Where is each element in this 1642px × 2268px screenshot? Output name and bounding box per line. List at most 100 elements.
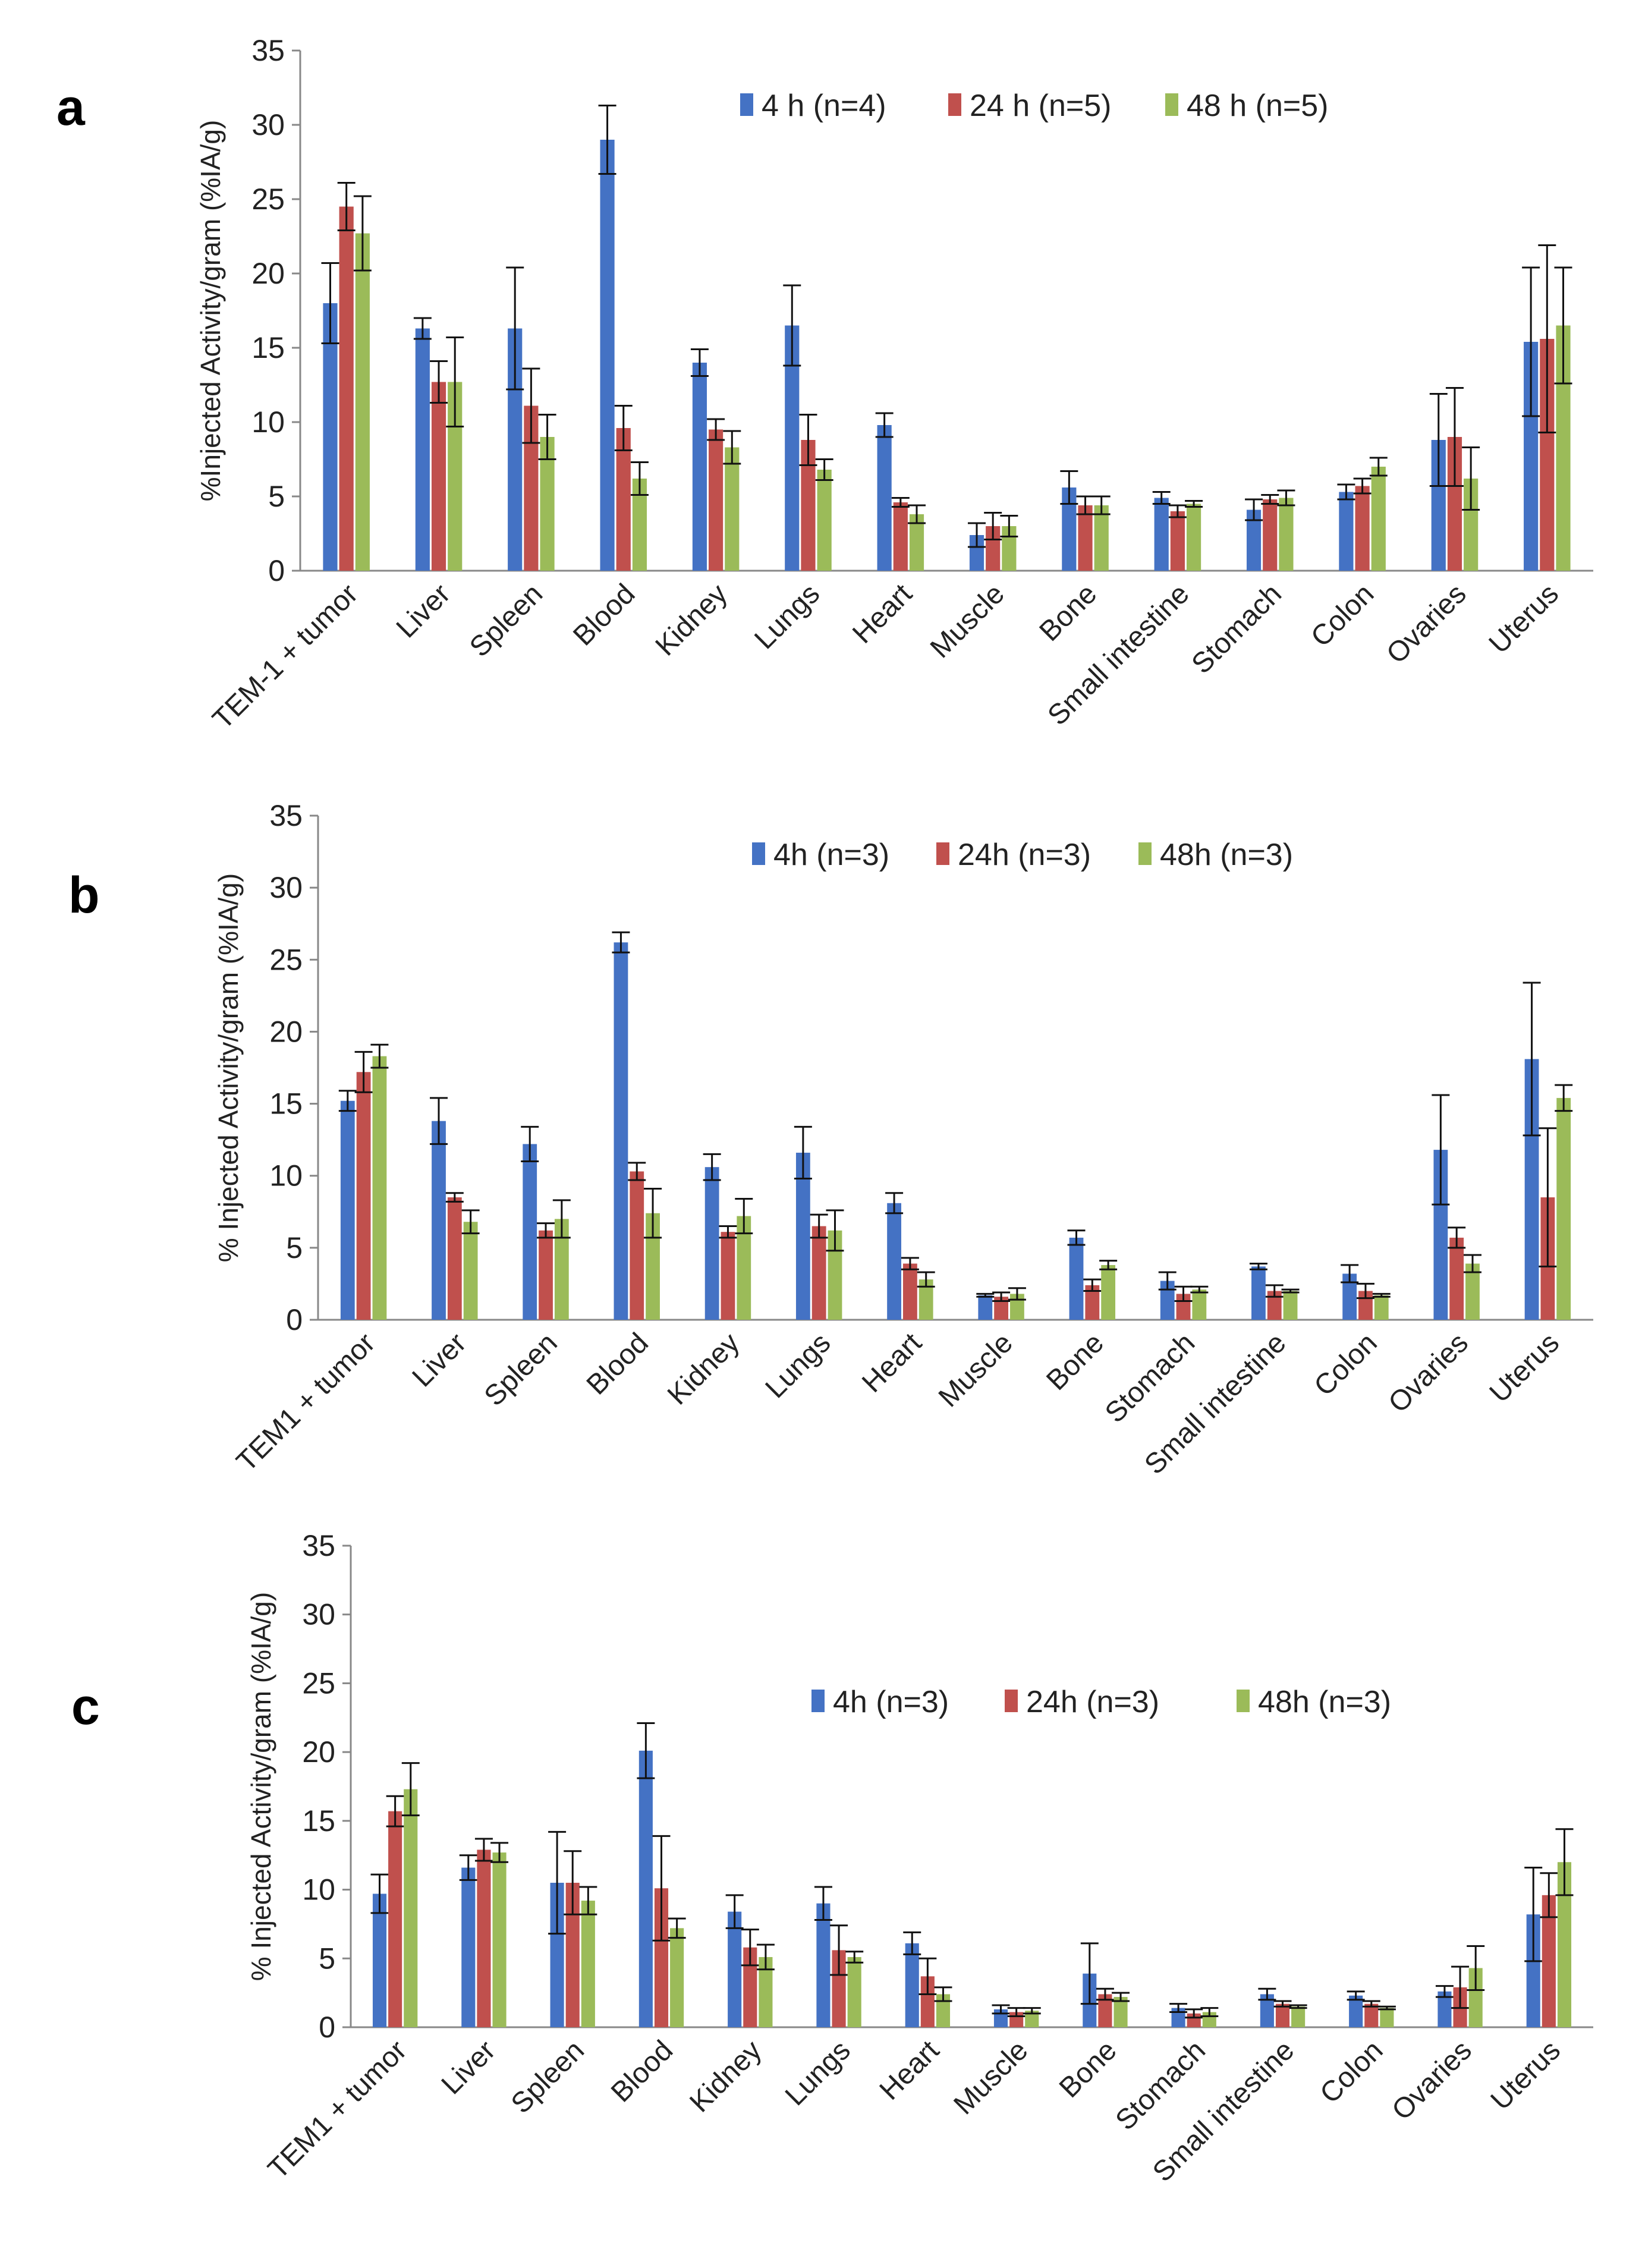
bar xyxy=(1094,505,1109,571)
x-tick-label: Uterus xyxy=(1484,1327,1565,1408)
legend-label: 24 h (n=5) xyxy=(970,89,1112,123)
bar xyxy=(1374,1295,1389,1320)
x-tick-label: Muscle xyxy=(924,578,1011,664)
panel-letter-c: c xyxy=(71,1678,100,1735)
legend-swatch xyxy=(752,842,765,865)
bar xyxy=(1433,1150,1448,1320)
y-tick-label: 30 xyxy=(302,1598,335,1631)
x-tick-label: Lungs xyxy=(748,578,826,655)
bar xyxy=(704,1167,719,1320)
legend-swatch xyxy=(740,93,753,116)
x-tick-label: TEM-1 + tumor xyxy=(207,578,364,735)
panel-letter-a: a xyxy=(56,79,86,136)
legend-swatch xyxy=(811,1690,825,1712)
bar xyxy=(356,1072,371,1320)
x-tick-label: Lungs xyxy=(760,1327,837,1404)
legend-swatch xyxy=(936,842,949,865)
y-tick-label: 20 xyxy=(269,1015,303,1048)
bar xyxy=(616,428,631,571)
x-tick-label: Kidney xyxy=(650,578,734,662)
bar xyxy=(1154,498,1169,571)
y-tick-label: 35 xyxy=(251,34,285,67)
bar xyxy=(1170,511,1185,571)
bar xyxy=(893,502,908,571)
y-tick-label: 20 xyxy=(302,1735,335,1769)
bar xyxy=(1113,1997,1128,2027)
y-tick-label: 0 xyxy=(268,554,285,587)
y-tick-label: 25 xyxy=(302,1666,335,1700)
x-tick-label: Ovaries xyxy=(1386,2034,1477,2126)
bar xyxy=(936,1994,951,2027)
legend-swatch xyxy=(1237,1690,1250,1712)
x-tick-label: Liver xyxy=(436,2034,502,2100)
x-tick-label: Spleen xyxy=(464,578,549,663)
bar xyxy=(670,1928,684,2027)
chart-panel-c: c 0 5 10 15 20 25 30 35 % Injected Activity/gram … xyxy=(71,1529,1593,2188)
bar xyxy=(523,1144,537,1320)
bar xyxy=(1251,1266,1266,1320)
bar xyxy=(1275,2003,1290,2027)
bar xyxy=(654,1888,669,2027)
x-tick-label: Kidney xyxy=(662,1327,745,1411)
bar xyxy=(1085,1285,1100,1320)
legend-label: 4 h (n=4) xyxy=(762,89,886,123)
bar xyxy=(388,1811,402,2027)
panel-letter-b: b xyxy=(68,867,100,924)
bar xyxy=(630,1171,644,1320)
x-tick-label: Kidney xyxy=(684,2034,767,2118)
bar xyxy=(692,363,707,571)
bar xyxy=(415,328,430,571)
x-tick-label: Bone xyxy=(1053,2034,1123,2104)
bar xyxy=(721,1232,735,1320)
x-tick-label: Heart xyxy=(874,2034,945,2106)
bar xyxy=(431,382,446,571)
bar xyxy=(1192,1289,1207,1320)
bar xyxy=(1542,1895,1556,2027)
bar xyxy=(1342,1273,1357,1320)
bar xyxy=(477,1849,491,2027)
x-tick-label: TEM1 + tumor xyxy=(231,1327,381,1477)
bar xyxy=(1263,499,1278,571)
x-tick-label: Blood xyxy=(605,2034,679,2108)
bar xyxy=(1437,1991,1452,2027)
y-tick-label: 5 xyxy=(319,1942,335,1975)
bar xyxy=(447,1197,462,1320)
x-tick-label: Heart xyxy=(856,1327,927,1398)
bar xyxy=(492,1852,507,2027)
bar xyxy=(994,1297,1009,1320)
bar xyxy=(902,1263,917,1320)
bar xyxy=(1283,1291,1298,1320)
bar xyxy=(795,1152,810,1320)
bar xyxy=(339,206,354,571)
bar xyxy=(1291,2006,1306,2027)
x-tick-label: Lungs xyxy=(779,2034,857,2112)
bar xyxy=(550,1883,564,2027)
legend-swatch xyxy=(1005,1690,1018,1712)
x-tick-label: TEM1 + tumor xyxy=(262,2034,413,2185)
y-tick-label: 20 xyxy=(251,257,285,290)
bar xyxy=(743,1947,757,2027)
legend-label: 48h (n=3) xyxy=(1160,838,1293,872)
bar xyxy=(432,1121,446,1320)
y-tick-label: 30 xyxy=(251,108,285,141)
y-tick-label: 10 xyxy=(251,405,285,439)
y-tick-label: 5 xyxy=(286,1231,303,1264)
y-tick-label: 35 xyxy=(302,1529,335,1562)
bar xyxy=(847,1956,861,2027)
legend-label: 24h (n=3) xyxy=(958,838,1091,872)
bar xyxy=(355,233,370,571)
x-tick-label: Muscle xyxy=(933,1327,1019,1413)
legend-swatch xyxy=(1165,93,1178,116)
x-tick-label: Colon xyxy=(1308,1327,1383,1402)
bar xyxy=(816,1903,831,2027)
bar xyxy=(918,1279,933,1320)
legend-swatch xyxy=(948,93,961,116)
bar xyxy=(1101,1264,1116,1320)
x-tick-label: Spleen xyxy=(479,1327,564,1412)
bar xyxy=(1186,504,1201,571)
bar xyxy=(1069,1237,1084,1320)
x-tick-label: Uterus xyxy=(1483,578,1565,659)
bar xyxy=(1371,467,1386,571)
bar xyxy=(372,1056,387,1320)
